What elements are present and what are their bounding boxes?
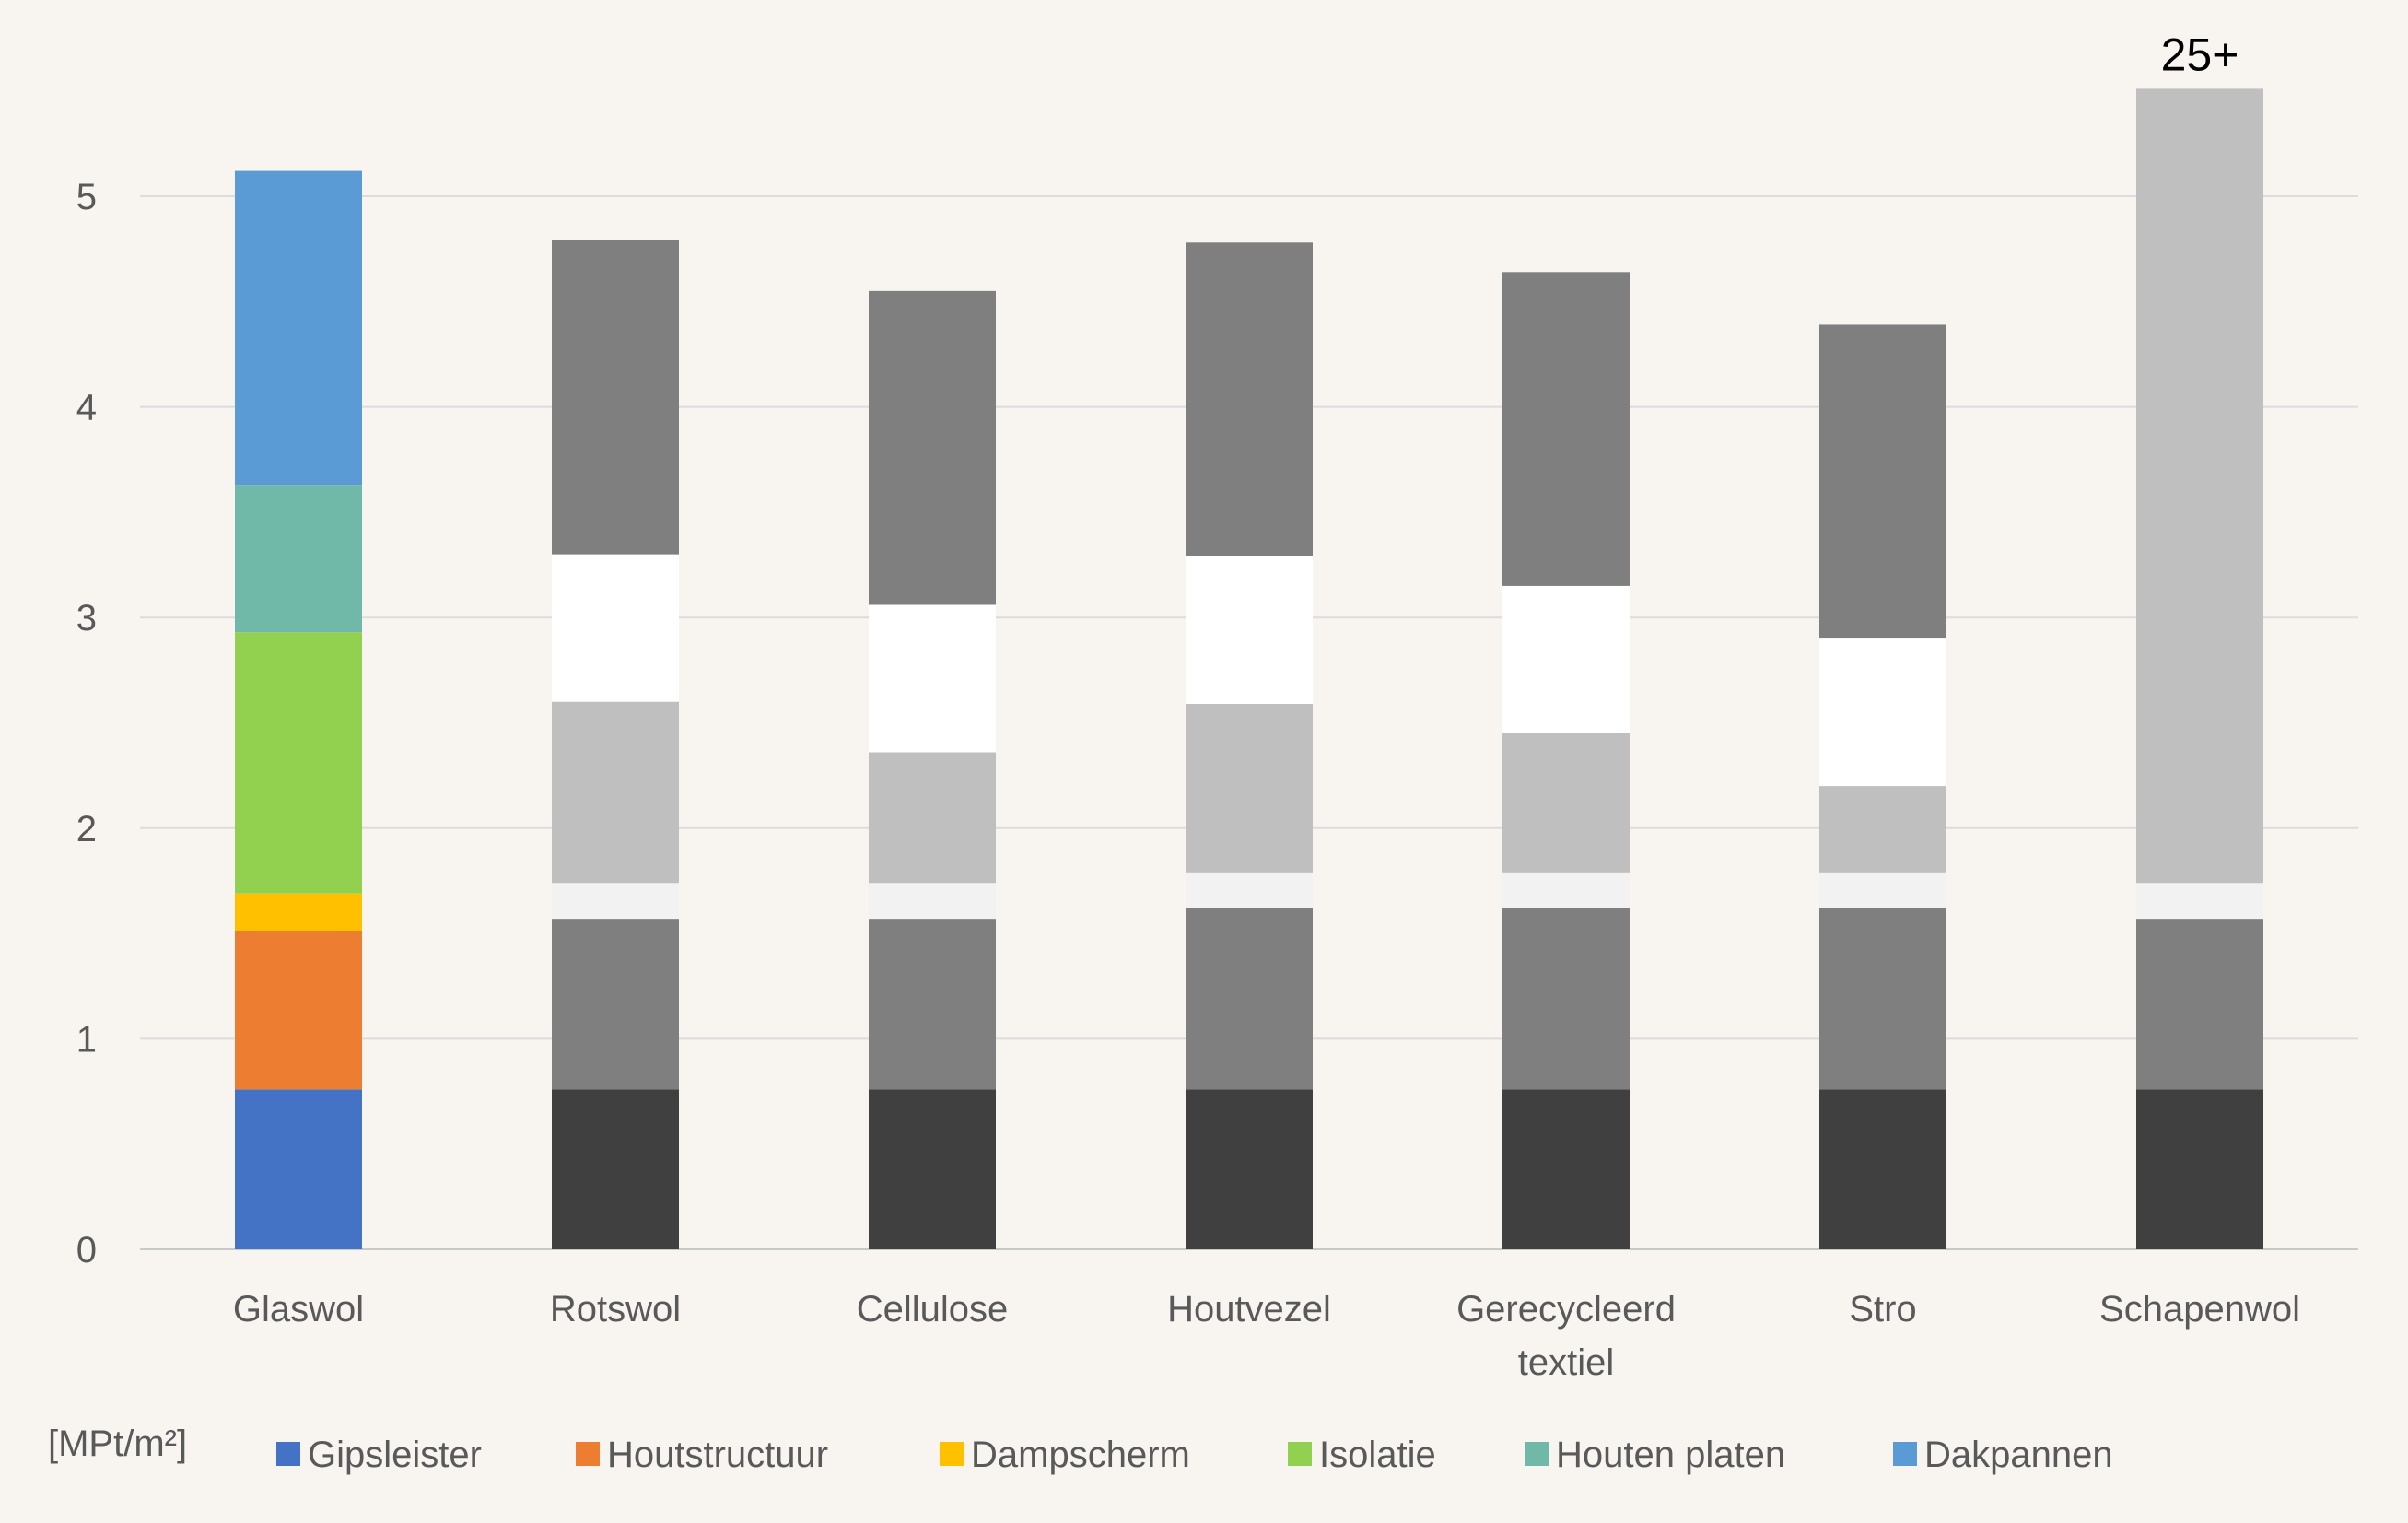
legend-label: Gipsleister xyxy=(308,1435,482,1475)
x-tick-label-cellulose: Cellulose xyxy=(857,1289,1009,1330)
bar-houtvezel-dampscherm xyxy=(1186,872,1313,908)
bar-gerecycleerd-textiel-gipsleister xyxy=(1502,1089,1630,1249)
legend: Gipsleister Houtstructuur Dampscherm Isolat… xyxy=(276,1435,2113,1475)
legend-item-dampscherm: Dampscherm xyxy=(940,1435,1190,1475)
annotations: 25+ xyxy=(2161,29,2239,80)
x-tick-label-rotswol: Rotswol xyxy=(550,1289,681,1330)
bar-gerecycleerd-textiel-dakpannen xyxy=(1502,272,1630,586)
bar-gerecycleerd-textiel-houtstructuur xyxy=(1502,908,1630,1090)
bar-houtvezel-gipsleister xyxy=(1186,1089,1313,1249)
y-tick-label: 3 xyxy=(76,598,97,638)
bar-schapenwol-gipsleister xyxy=(2136,1089,2263,1249)
bar-houtvezel-dakpannen xyxy=(1186,242,1313,556)
bar-cellulose-isolatie xyxy=(869,752,996,884)
bar-gerecycleerd-textiel-isolatie xyxy=(1502,732,1630,873)
bar-stro-dakpannen xyxy=(1819,324,1946,639)
legend-swatch xyxy=(940,1442,964,1466)
legend-swatch xyxy=(576,1442,600,1466)
bar-rotswol-isolatie xyxy=(552,701,679,884)
bar-cellulose-houten-platen xyxy=(869,604,996,753)
annotation-label: 25+ xyxy=(2161,29,2239,80)
bar-glaswol-gipsleister xyxy=(235,1089,362,1249)
legend-label: Houten platen xyxy=(1556,1435,1785,1475)
bar-gerecycleerd-textiel-dampscherm xyxy=(1502,872,1630,908)
legend-item-isolatie: Isolatie xyxy=(1288,1435,1436,1475)
legend-item-houten-platen: Houten platen xyxy=(1525,1435,1785,1475)
x-tick-label-gerecycleerd-textiel: Gerecycleerd textiel xyxy=(1456,1289,1676,1383)
legend-swatch xyxy=(276,1442,300,1466)
y-axis-unit-label: [MPt/m²] xyxy=(48,1423,187,1464)
legend-swatch xyxy=(1525,1442,1549,1466)
y-tick-label: 0 xyxy=(76,1230,97,1271)
bar-houtvezel-isolatie xyxy=(1186,703,1313,873)
bar-rotswol-gipsleister xyxy=(552,1089,679,1249)
bars xyxy=(235,88,2263,1249)
legend-item-houtstructuur: Houtstructuur xyxy=(576,1435,828,1475)
legend-item-gipsleister: Gipsleister xyxy=(276,1435,482,1475)
y-axis: 0 1 2 3 4 5 xyxy=(76,177,97,1271)
legend-swatch xyxy=(1288,1442,1312,1466)
bar-rotswol-dakpannen xyxy=(552,240,679,555)
bar-glaswol-dakpannen xyxy=(235,170,362,486)
legend-label: Dampscherm xyxy=(971,1435,1190,1475)
x-tick-label-schapenwol: Schapenwol xyxy=(2099,1289,2300,1330)
x-tick-label-houtvezel: Houtvezel xyxy=(1167,1289,1331,1330)
bar-rotswol-houtstructuur xyxy=(552,919,679,1090)
legend-label: Isolatie xyxy=(1319,1435,1436,1475)
bar-rotswol-dampscherm xyxy=(552,883,679,920)
bar-gerecycleerd-textiel-houten-platen xyxy=(1502,585,1630,733)
legend-label: Houtstructuur xyxy=(607,1435,828,1475)
bar-glaswol-houtstructuur xyxy=(235,931,362,1090)
bar-schapenwol-isolatie xyxy=(2136,88,2263,884)
y-tick-label: 5 xyxy=(76,177,97,217)
legend-swatch xyxy=(1893,1442,1917,1466)
bar-houtvezel-houtstructuur xyxy=(1186,908,1313,1090)
bar-rotswol-houten-platen xyxy=(552,554,679,702)
bar-houtvezel-houten-platen xyxy=(1186,556,1313,704)
y-tick-label: 1 xyxy=(76,1019,97,1060)
bar-cellulose-dampscherm xyxy=(869,883,996,920)
bar-glaswol-dampscherm xyxy=(235,893,362,931)
x-axis: Glaswol Rotswol Cellulose Houtvezel Gerecycl… xyxy=(233,1289,2300,1383)
legend-item-dakpannen: Dakpannen xyxy=(1893,1435,2113,1475)
bar-schapenwol-dampscherm xyxy=(2136,883,2263,920)
bar-stro-gipsleister xyxy=(1819,1089,1946,1249)
bar-glaswol-houten-platen xyxy=(235,485,362,633)
bar-stro-isolatie xyxy=(1819,786,1946,873)
legend-label: Dakpannen xyxy=(1924,1435,2113,1475)
x-tick-label-glaswol: Glaswol xyxy=(233,1289,364,1330)
bar-cellulose-houtstructuur xyxy=(869,919,996,1090)
bar-stro-houtstructuur xyxy=(1819,908,1946,1090)
bar-stro-dampscherm xyxy=(1819,872,1946,908)
x-tick-label-stro: Stro xyxy=(1849,1289,1916,1330)
bar-stro-houten-platen xyxy=(1819,638,1946,787)
bar-schapenwol-houtstructuur xyxy=(2136,919,2263,1090)
y-tick-label: 4 xyxy=(76,388,97,428)
bar-glaswol-isolatie xyxy=(235,632,362,894)
y-tick-label: 2 xyxy=(76,809,97,849)
bar-cellulose-dakpannen xyxy=(869,290,996,605)
bar-cellulose-gipsleister xyxy=(869,1089,996,1249)
